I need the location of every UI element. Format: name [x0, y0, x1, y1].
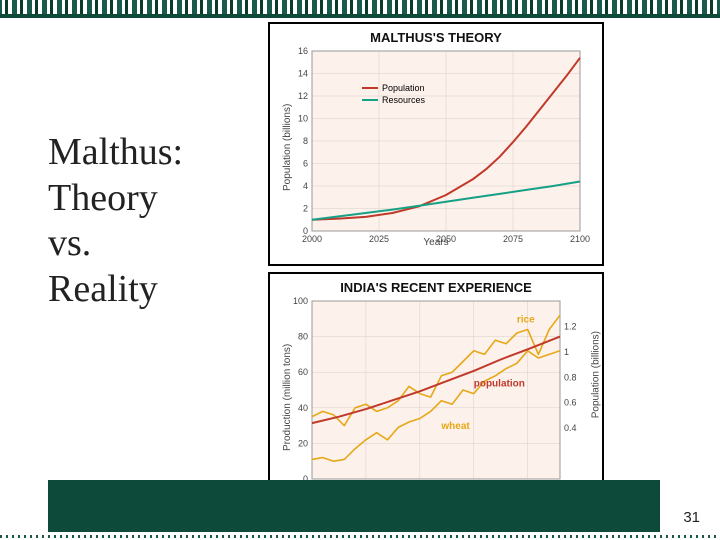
chart-india-experience: INDIA'S RECENT EXPERIENCE Production (mi… [268, 272, 604, 510]
svg-text:0.6: 0.6 [564, 398, 577, 408]
chart-title: INDIA'S RECENT EXPERIENCE [270, 274, 602, 297]
chart-malthus-theory: MALTHUS'S THEORY Population (billions) 0… [268, 22, 604, 266]
y-axis-left-label: Production (million tons) [282, 344, 293, 451]
chart-legend: Population Resources [362, 83, 425, 107]
decorative-top-rule [0, 14, 720, 18]
page-number: 31 [683, 509, 700, 526]
svg-text:population: population [474, 378, 525, 389]
svg-text:2025: 2025 [369, 234, 389, 244]
svg-text:40: 40 [298, 403, 308, 413]
svg-text:2075: 2075 [503, 234, 523, 244]
title-line-3: Reality [48, 267, 248, 313]
svg-text:2: 2 [303, 204, 308, 214]
svg-text:6: 6 [303, 159, 308, 169]
svg-text:2100: 2100 [570, 234, 590, 244]
y-axis-right-label: Population (billions) [590, 331, 601, 418]
title-line-0: Malthus: [48, 130, 248, 176]
svg-text:60: 60 [298, 367, 308, 377]
svg-text:0.8: 0.8 [564, 372, 577, 382]
slide-title: Malthus: Theory vs. Reality [48, 130, 248, 312]
chart-svg-bottom: 0204060801001960197019801990200020060.40… [312, 301, 560, 479]
svg-text:80: 80 [298, 332, 308, 342]
svg-text:100: 100 [293, 296, 308, 306]
chart-svg-top: 024681012141620002025205020752100 [312, 51, 580, 231]
legend-item-population: Population [362, 83, 425, 93]
svg-text:8: 8 [303, 136, 308, 146]
svg-text:4: 4 [303, 181, 308, 191]
decorative-top-strip [0, 0, 720, 14]
svg-text:0.4: 0.4 [564, 423, 577, 433]
svg-text:12: 12 [298, 91, 308, 101]
legend-swatch [362, 99, 378, 101]
legend-item-resources: Resources [362, 95, 425, 105]
svg-text:rice: rice [517, 314, 535, 325]
svg-text:2050: 2050 [436, 234, 456, 244]
svg-text:10: 10 [298, 114, 308, 124]
legend-swatch [362, 87, 378, 89]
title-line-2: vs. [48, 221, 248, 267]
title-line-1: Theory [48, 176, 248, 222]
svg-text:16: 16 [298, 46, 308, 56]
legend-label: Resources [382, 95, 425, 105]
svg-text:1.2: 1.2 [564, 321, 577, 331]
svg-text:14: 14 [298, 69, 308, 79]
svg-text:2000: 2000 [302, 234, 322, 244]
svg-text:20: 20 [298, 438, 308, 448]
plot-area-top: Population (billions) 024681012141620002… [312, 51, 592, 231]
decorative-bottom-rule [0, 535, 720, 538]
svg-text:1: 1 [564, 347, 569, 357]
y-axis-label: Population (billions) [282, 104, 293, 191]
plot-area-bottom: Production (million tons) Population (bi… [312, 301, 560, 479]
decorative-bottom-bar [48, 480, 660, 532]
chart-title: MALTHUS'S THEORY [270, 24, 602, 47]
legend-label: Population [382, 83, 425, 93]
svg-text:wheat: wheat [440, 421, 470, 432]
